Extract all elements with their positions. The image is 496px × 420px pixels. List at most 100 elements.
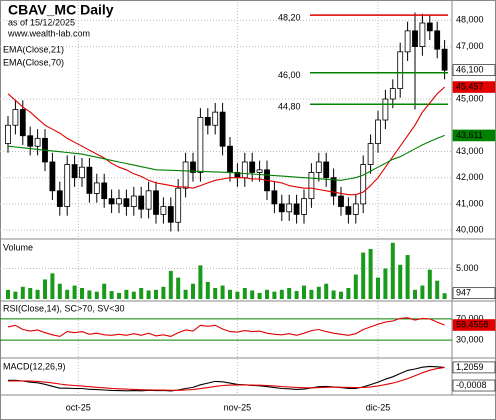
bar: [131, 291, 136, 299]
bar: [139, 288, 144, 299]
candle-body: [116, 198, 122, 205]
bar: [413, 289, 417, 299]
last-value-label: 1,2059: [456, 362, 484, 372]
bar: [87, 290, 92, 299]
bar: [442, 293, 447, 299]
bar: [361, 252, 366, 299]
candle-body: [404, 30, 411, 53]
candle-body: [308, 172, 315, 200]
last-value-label: 43,611: [456, 130, 483, 140]
candle-body: [352, 203, 359, 215]
last-value-box: [452, 379, 496, 392]
candle-body: [138, 195, 145, 210]
candle-body: [315, 161, 322, 173]
panel-title: Volume: [3, 242, 33, 252]
bar: [57, 283, 62, 299]
bar: [94, 291, 99, 299]
last-value-box: [452, 287, 496, 300]
bar: [13, 291, 18, 299]
y-tick-label: 30,000: [456, 334, 484, 344]
bar: [213, 288, 218, 299]
last-value-box: [452, 81, 496, 93]
source: www.wealth-lab.com: [7, 28, 90, 38]
y-tick-label: 41,000: [456, 198, 484, 208]
candle-body: [5, 124, 11, 145]
bar: [257, 292, 262, 299]
legend-entry: EMA(Close,21): [3, 44, 64, 54]
bar: [102, 283, 107, 299]
candle-body: [160, 206, 167, 215]
bar: [235, 291, 240, 299]
candle-body: [167, 206, 174, 223]
last-value-label: 58,4558: [456, 319, 489, 329]
bar: [72, 285, 77, 299]
candle-body: [256, 169, 263, 173]
bar: [309, 289, 314, 299]
bar: [324, 283, 329, 299]
candle-body: [330, 177, 337, 197]
bar: [6, 289, 10, 299]
bar: [272, 291, 277, 299]
candle-body: [397, 51, 404, 89]
bar: [339, 291, 343, 299]
bar: [390, 242, 395, 299]
bar: [35, 289, 40, 299]
panel-title: MACD(12,26,9): [3, 361, 66, 371]
bar: [331, 290, 336, 299]
last-value-label: 46,100: [456, 65, 484, 75]
candle-body: [49, 161, 56, 192]
bar: [20, 286, 25, 299]
bar: [205, 281, 210, 299]
candle-body: [382, 98, 389, 121]
candle-body: [419, 22, 426, 47]
bar: [161, 286, 166, 299]
candle-body: [345, 206, 352, 215]
bar: [117, 292, 121, 299]
candle-body: [389, 88, 396, 100]
bar: [109, 291, 114, 299]
bar: [28, 288, 33, 299]
last-value-label: 947: [456, 288, 471, 298]
candle-body: [301, 198, 307, 215]
candle-body: [360, 164, 367, 205]
candle-body: [293, 203, 300, 215]
bar: [176, 277, 181, 299]
candle-body: [271, 190, 278, 205]
x-tick-label: dic-25: [366, 402, 391, 412]
panel-title: RSI(Close,14), SC>70, SV<30: [3, 303, 125, 313]
y-tick-label: 40,000: [456, 225, 484, 235]
bar: [168, 270, 173, 299]
last-value-box: [452, 64, 496, 76]
bar: [250, 290, 255, 299]
candle-body: [153, 190, 159, 215]
bar: [405, 255, 410, 299]
candle-body: [175, 187, 182, 223]
bar: [302, 285, 306, 299]
bar: [65, 289, 70, 299]
bar: [183, 289, 188, 299]
bar: [191, 283, 195, 299]
candle-body: [190, 161, 196, 173]
legend-entry: EMA(Close,70): [3, 57, 64, 67]
bar: [265, 289, 269, 299]
candle-body: [286, 203, 293, 213]
bar: [420, 285, 425, 299]
bar: [376, 277, 380, 299]
bar: [80, 288, 84, 299]
candle-body: [197, 116, 204, 173]
y-tick-label: 43,000: [456, 146, 484, 156]
candle-body: [434, 30, 441, 50]
bar: [124, 289, 129, 299]
bar: [220, 285, 225, 299]
candle-body: [212, 111, 219, 126]
candle-body: [86, 166, 93, 194]
bar: [287, 288, 292, 299]
bar: [228, 289, 232, 299]
bar: [43, 279, 47, 299]
y-tick-label: 47,000: [456, 41, 484, 51]
series-line: [7, 134, 445, 181]
candle-body: [367, 143, 374, 165]
bar: [353, 274, 358, 299]
candle-body: [323, 161, 330, 179]
